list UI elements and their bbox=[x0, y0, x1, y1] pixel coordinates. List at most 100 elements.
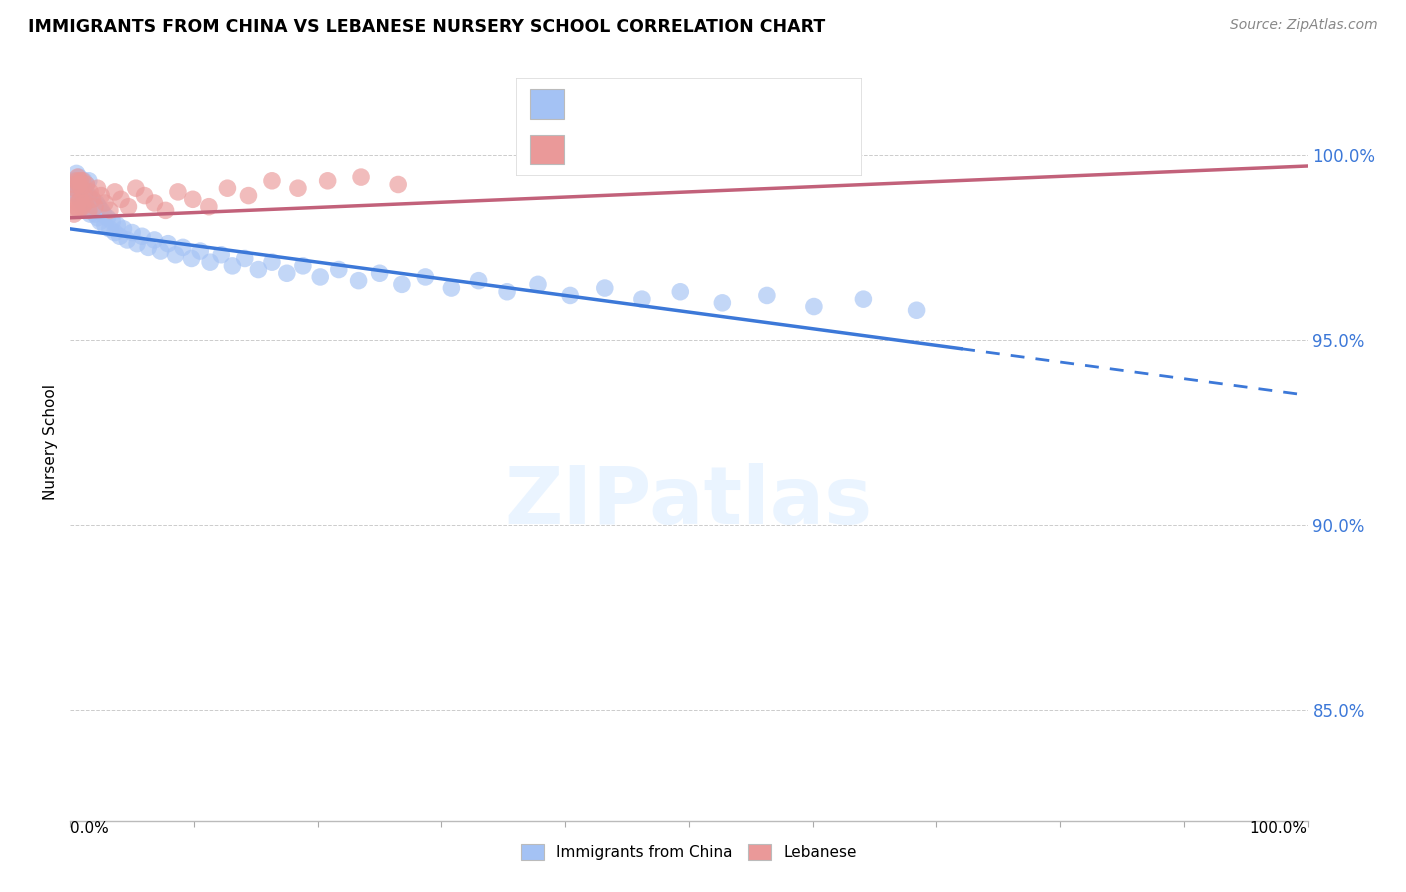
Point bbox=[134, 188, 156, 202]
Point bbox=[221, 259, 243, 273]
Point bbox=[79, 192, 101, 206]
Point bbox=[65, 181, 87, 195]
Point bbox=[83, 203, 105, 218]
Point bbox=[149, 244, 172, 258]
Y-axis label: Nursery School: Nursery School bbox=[44, 384, 59, 500]
Point bbox=[309, 269, 332, 284]
Point bbox=[67, 170, 90, 185]
Point bbox=[70, 185, 93, 199]
Point bbox=[72, 174, 94, 188]
Point bbox=[108, 229, 131, 244]
Point bbox=[198, 255, 221, 269]
Point bbox=[121, 226, 143, 240]
Point bbox=[86, 211, 108, 225]
Point bbox=[67, 178, 90, 192]
Point bbox=[368, 266, 391, 280]
Point bbox=[90, 203, 112, 218]
Point bbox=[70, 181, 93, 195]
Point bbox=[98, 222, 121, 236]
Point bbox=[67, 203, 90, 218]
Point bbox=[131, 229, 153, 244]
Point bbox=[260, 255, 283, 269]
Point bbox=[84, 200, 107, 214]
Point bbox=[287, 181, 309, 195]
Point bbox=[77, 174, 100, 188]
Point bbox=[165, 248, 187, 262]
Point bbox=[79, 207, 101, 221]
Point bbox=[104, 226, 127, 240]
Point bbox=[65, 178, 87, 192]
Point bbox=[75, 196, 97, 211]
Point bbox=[72, 196, 94, 211]
Point bbox=[66, 170, 89, 185]
Point bbox=[98, 203, 121, 218]
Point bbox=[593, 281, 616, 295]
Point bbox=[72, 181, 94, 195]
Point bbox=[73, 188, 96, 202]
Point bbox=[276, 266, 298, 280]
Point bbox=[328, 262, 350, 277]
Point bbox=[157, 236, 180, 251]
Point bbox=[84, 207, 107, 221]
Point bbox=[560, 288, 582, 302]
Text: ZIPatlas: ZIPatlas bbox=[505, 463, 873, 541]
Point bbox=[87, 200, 110, 214]
Point bbox=[75, 192, 97, 206]
Point bbox=[167, 185, 190, 199]
Point bbox=[391, 277, 413, 292]
Point bbox=[905, 303, 928, 318]
Point bbox=[73, 188, 96, 202]
Point bbox=[755, 288, 778, 302]
Point bbox=[65, 185, 87, 199]
Point bbox=[387, 178, 409, 192]
Point bbox=[67, 181, 90, 195]
Point bbox=[76, 203, 98, 218]
Point bbox=[291, 259, 314, 273]
Point bbox=[94, 196, 117, 211]
Point bbox=[62, 192, 84, 206]
Point bbox=[70, 174, 93, 188]
Point bbox=[669, 285, 692, 299]
Point bbox=[75, 178, 97, 192]
Point bbox=[75, 185, 97, 199]
Point bbox=[852, 292, 875, 306]
Point bbox=[143, 233, 166, 247]
Point bbox=[77, 203, 100, 218]
Point bbox=[181, 192, 204, 206]
Point bbox=[172, 240, 194, 254]
Point bbox=[467, 274, 489, 288]
Point bbox=[527, 277, 550, 292]
Point bbox=[65, 166, 87, 180]
Point bbox=[440, 281, 463, 295]
Point bbox=[75, 178, 97, 192]
Point bbox=[217, 181, 239, 195]
Point bbox=[93, 207, 115, 221]
Point bbox=[238, 188, 260, 202]
Point bbox=[125, 181, 148, 195]
Point bbox=[247, 262, 270, 277]
Point bbox=[63, 207, 86, 221]
Point bbox=[62, 174, 84, 188]
Point bbox=[69, 192, 91, 206]
Point bbox=[209, 248, 232, 262]
Point bbox=[112, 222, 135, 236]
Point bbox=[89, 214, 111, 228]
Point bbox=[347, 274, 370, 288]
Text: IMMIGRANTS FROM CHINA VS LEBANESE NURSERY SCHOOL CORRELATION CHART: IMMIGRANTS FROM CHINA VS LEBANESE NURSER… bbox=[28, 18, 825, 36]
Text: Source: ZipAtlas.com: Source: ZipAtlas.com bbox=[1230, 18, 1378, 32]
Point bbox=[66, 188, 89, 202]
Point bbox=[105, 218, 128, 232]
Point bbox=[711, 296, 734, 310]
Point bbox=[66, 196, 89, 211]
Point bbox=[73, 174, 96, 188]
Point bbox=[104, 185, 127, 199]
Point bbox=[66, 174, 89, 188]
Point bbox=[94, 218, 117, 232]
Point bbox=[188, 244, 211, 258]
Point bbox=[155, 203, 177, 218]
Point bbox=[631, 292, 654, 306]
Point bbox=[79, 185, 101, 199]
Point bbox=[415, 269, 437, 284]
Point bbox=[65, 200, 87, 214]
Point bbox=[82, 200, 104, 214]
